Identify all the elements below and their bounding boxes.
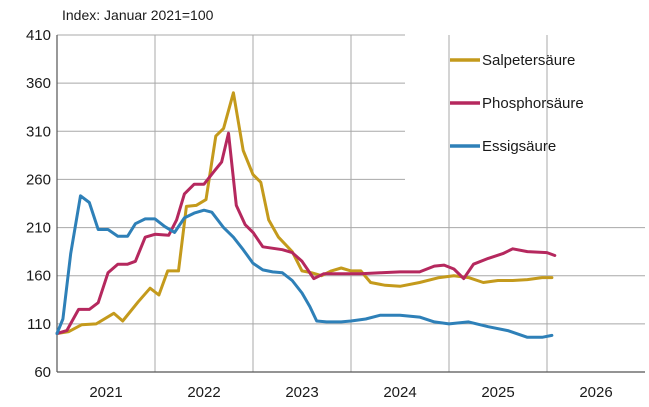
legend-label: Salpetersäure <box>482 52 575 69</box>
y-tick-label: 210 <box>26 220 51 237</box>
y-tick-label: 260 <box>26 171 51 188</box>
y-tick-label: 110 <box>27 316 51 333</box>
y-tick-label: 160 <box>26 268 51 285</box>
series-lines <box>55 91 557 339</box>
grid <box>57 34 645 372</box>
series-line-essigsäure <box>55 194 554 339</box>
axes: 60 110 160 210 260 310 360 410 2021 2022 2023 2024 2… <box>26 27 645 401</box>
y-tick-label: 60 <box>34 364 51 381</box>
legend: Salpetersäure Phosphorsäure Essigsäure <box>450 52 584 155</box>
x-tick-label: 2025 <box>481 384 514 401</box>
series-line-salpetersäure <box>55 91 554 335</box>
series-line-phosphorsäure <box>55 131 557 335</box>
legend-label: Essigsäure <box>482 138 556 155</box>
x-tick-label: 2023 <box>285 384 318 401</box>
y-tick-label: 360 <box>26 75 51 92</box>
x-tick-label: 2024 <box>383 384 416 401</box>
x-tick-label: 2026 <box>579 384 612 401</box>
x-tick-label: 2021 <box>89 384 122 401</box>
y-tick-label: 310 <box>26 123 51 140</box>
y-tick-label: 410 <box>26 27 51 44</box>
x-tick-label: 2022 <box>187 384 220 401</box>
legend-label: Phosphorsäure <box>482 95 584 112</box>
chart-subtitle: Index: Januar 2021=100 <box>62 7 214 23</box>
